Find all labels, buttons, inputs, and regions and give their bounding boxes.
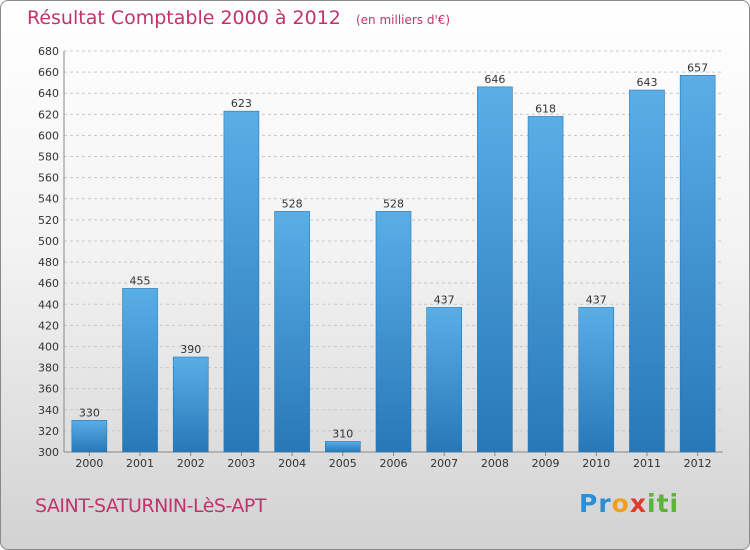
x-tick-label: 2011 [633,457,661,470]
x-tick-label: 2005 [329,457,357,470]
bar [223,110,260,453]
x-tick-label: 2001 [126,457,154,470]
bar-value-label: 643 [636,76,657,89]
bar-value-label: 623 [231,97,252,110]
proxiti-logo[interactable]: Proxiti [579,489,679,518]
x-tick-label: 2000 [75,457,103,470]
bar [122,288,158,453]
logo-letter: r [598,489,612,518]
y-tick-label: 320 [38,425,59,438]
bar [527,116,564,453]
bar [426,307,462,453]
bar [629,89,665,453]
y-tick-label: 400 [38,340,59,353]
x-tick-label: 2008 [481,457,509,470]
y-tick-label: 440 [38,298,59,311]
chart-title-units: (en milliers d'€) [355,13,451,27]
y-tick-label: 600 [38,129,59,142]
logo-letter: o [611,489,630,518]
y-tick-label: 540 [38,193,59,206]
bar-value-label: 455 [130,274,151,287]
logo-letter: i [669,489,680,518]
x-tick-label: 2006 [380,457,408,470]
bar [679,74,716,453]
y-tick-label: 680 [38,45,59,58]
y-tick-label: 340 [38,404,59,417]
bar-value-label: 390 [180,343,201,356]
y-tick-label: 420 [38,319,59,332]
logo-letter: P [579,489,599,518]
y-tick-label: 500 [38,235,59,248]
y-tick-label: 660 [38,66,59,79]
bar [274,211,310,453]
bar-value-label: 437 [586,293,607,306]
y-tick-label: 620 [38,108,59,121]
x-tick-label: 2003 [227,457,255,470]
bar-value-label: 646 [484,73,505,86]
bar-value-label: 618 [535,102,556,115]
bar [71,420,108,453]
x-tick-label: 2004 [278,457,306,470]
bar-value-label: 330 [79,406,100,419]
bar-value-label: 437 [434,293,455,306]
y-tick-label: 480 [38,256,59,269]
bar-value-label: 528 [383,197,404,210]
y-tick-label: 360 [38,383,59,396]
bar [172,356,209,453]
bar [325,441,361,453]
y-tick-label: 460 [38,277,59,290]
bar-value-label: 528 [282,197,303,210]
logo-letter: i [647,489,657,518]
x-tick-label: 2012 [684,457,712,470]
chart-title: Résultat Comptable 2000 à 2012 (en milli… [27,7,450,29]
y-tick-label: 560 [38,172,59,185]
y-tick-label: 580 [38,151,59,164]
bar-value-label: 657 [687,61,708,74]
x-tick-label: 2007 [430,457,458,470]
y-tick-label: 640 [38,87,59,100]
city-name: SAINT-SATURNIN-LèS-APT [35,495,266,517]
chart-title-main: Résultat Comptable 2000 à 2012 [27,7,341,29]
logo-letter: t [656,489,670,518]
bar [477,86,513,453]
logo-letter: x [629,489,647,518]
bar [578,307,615,453]
bar [375,211,412,453]
bar-value-label: 310 [332,427,353,440]
y-tick-label: 380 [38,362,59,375]
y-tick-label: 520 [38,214,59,227]
y-tick-label: 300 [38,446,59,459]
x-tick-label: 2010 [582,457,610,470]
x-tick-label: 2002 [177,457,205,470]
x-tick-label: 2009 [532,457,560,470]
